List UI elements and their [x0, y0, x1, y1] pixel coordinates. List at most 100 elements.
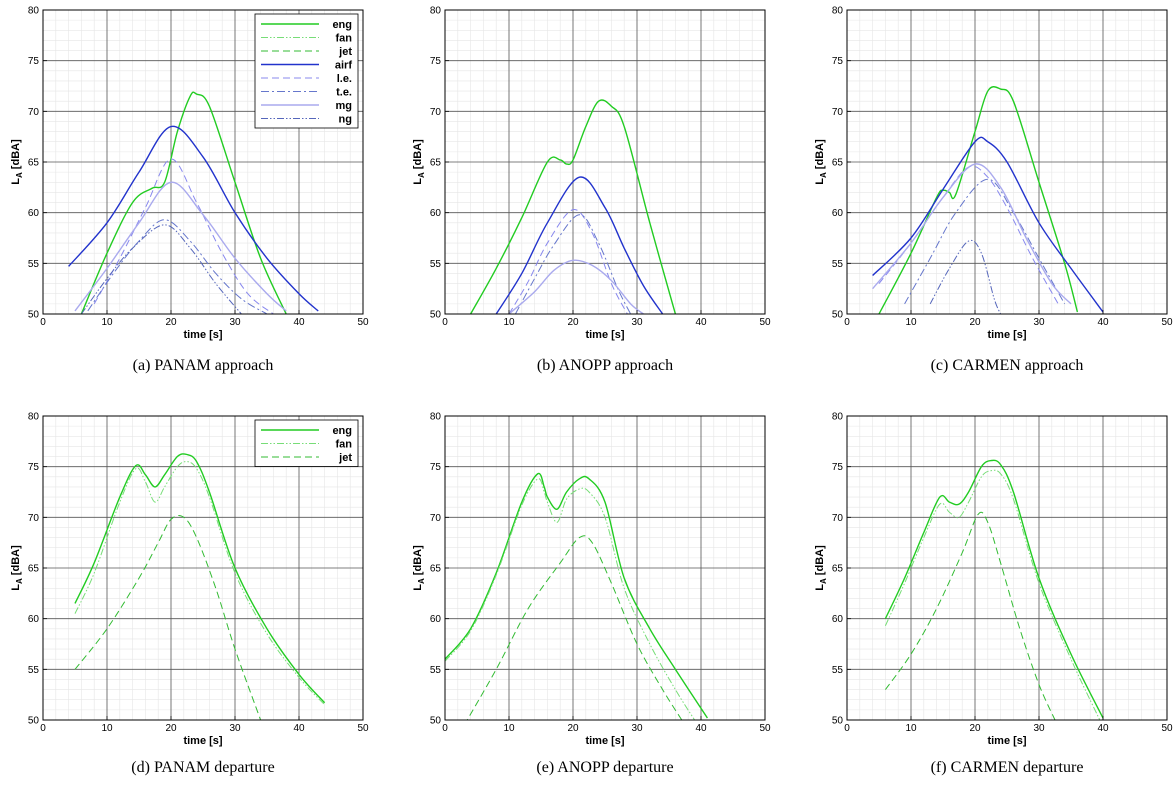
y-tick-label: 70 — [430, 513, 442, 524]
legend-label: fan — [336, 439, 353, 451]
series-line-unnamed — [878, 86, 1079, 314]
chart-panel-5: 0 10 20 30 40 50 50 55 60 65 70 75 80 time [s] LA [dBA… — [412, 412, 771, 748]
y-tick-label: 50 — [430, 716, 442, 727]
x-axis-label: time [s] — [585, 329, 624, 341]
series-line-unnamed — [466, 535, 683, 720]
chart-panel-1: 0 10 20 30 40 50 50 55 60 65 70 75 80 time [s] LA [dBA… — [10, 6, 369, 342]
x-tick-label: 0 — [442, 317, 448, 328]
legend-label: jet — [338, 452, 352, 464]
x-tick-label: 40 — [695, 317, 707, 328]
series-line-unnamed — [469, 99, 677, 314]
series-line-unnamed — [904, 178, 1066, 305]
legend-label: mg — [336, 100, 353, 112]
legend-label: t.e. — [336, 87, 352, 99]
series-line-unnamed — [495, 176, 664, 314]
y-tick-label: 75 — [832, 462, 844, 473]
x-tick-label: 30 — [229, 317, 241, 328]
legend-label: jet — [338, 46, 352, 58]
x-axis-label: time [s] — [183, 735, 222, 747]
y-tick-label: 65 — [430, 564, 442, 575]
y-tick-label: 50 — [832, 310, 844, 321]
series-group — [74, 453, 326, 720]
x-axis-label: time [s] — [585, 735, 624, 747]
series-line-jet — [74, 515, 262, 720]
y-tick-label: 55 — [430, 259, 442, 270]
x-tick-label: 0 — [442, 723, 448, 734]
series-line-eng — [80, 91, 287, 314]
series-line-unnamed — [872, 136, 1104, 313]
y-tick-label: 65 — [28, 564, 40, 575]
series-line-airf — [68, 125, 319, 312]
series-line-te — [87, 219, 268, 314]
legend-box — [254, 13, 359, 129]
y-tick-label: 50 — [832, 716, 844, 727]
y-tick-label: 80 — [832, 412, 844, 423]
x-tick-label: 40 — [1097, 723, 1109, 734]
y-axis-label: LA [dBA] — [814, 139, 828, 185]
x-tick-label: 40 — [695, 723, 707, 734]
x-tick-label: 40 — [1097, 317, 1109, 328]
x-tick-label: 20 — [969, 317, 981, 328]
y-tick-label: 70 — [832, 107, 844, 118]
x-tick-label: 0 — [40, 723, 46, 734]
series-line-eng — [74, 453, 326, 704]
panel-caption-6: (f) CARMEN departure — [930, 759, 1084, 776]
x-tick-label: 20 — [567, 317, 579, 328]
x-tick-label: 30 — [631, 317, 643, 328]
x-tick-label: 20 — [567, 723, 579, 734]
y-tick-label: 55 — [28, 665, 40, 676]
y-tick-label: 60 — [430, 208, 442, 219]
panel-caption-5: (e) ANOPP departure — [536, 759, 674, 776]
x-tick-label: 0 — [844, 723, 850, 734]
chart-panel-2: 0 10 20 30 40 50 50 55 60 65 70 75 80 time [s] LA [dBA… — [412, 6, 771, 342]
x-tick-label: 10 — [503, 723, 515, 734]
x-tick-label: 30 — [631, 723, 643, 734]
y-tick-label: 50 — [430, 310, 442, 321]
legend-label: eng — [332, 19, 352, 31]
y-tick-label: 60 — [28, 614, 40, 625]
series-line-unnamed — [445, 472, 708, 719]
series-line-fan — [74, 461, 325, 706]
y-axis-label: LA [dBA] — [10, 139, 24, 185]
y-tick-label: 75 — [28, 56, 40, 67]
series-line-unnamed — [508, 209, 628, 314]
y-tick-label: 50 — [28, 310, 40, 321]
y-tick-label: 60 — [430, 614, 442, 625]
x-tick-label: 0 — [844, 317, 850, 328]
y-tick-label: 55 — [28, 259, 40, 270]
legend-label: eng — [332, 425, 352, 437]
series-line-unnamed — [884, 511, 1056, 720]
x-axis-label: time [s] — [183, 329, 222, 341]
x-axis-label: time [s] — [987, 329, 1026, 341]
series-group — [68, 91, 319, 314]
y-tick-label: 60 — [832, 208, 844, 219]
x-tick-label: 40 — [293, 317, 305, 328]
panel-caption-4: (d) PANAM departure — [131, 759, 275, 776]
y-tick-label: 55 — [430, 665, 442, 676]
y-axis-label: LA [dBA] — [412, 139, 426, 185]
y-tick-label: 80 — [430, 412, 442, 423]
y-tick-label: 55 — [832, 665, 844, 676]
y-tick-label: 60 — [28, 208, 40, 219]
panel-caption-3: (c) CARMEN approach — [930, 357, 1084, 374]
y-tick-label: 70 — [832, 513, 844, 524]
y-tick-label: 70 — [28, 513, 40, 524]
x-tick-label: 50 — [357, 317, 369, 328]
x-axis-label: time [s] — [987, 735, 1026, 747]
x-tick-label: 20 — [969, 723, 981, 734]
x-tick-label: 30 — [229, 723, 241, 734]
y-tick-label: 50 — [28, 716, 40, 727]
y-tick-label: 70 — [430, 107, 442, 118]
x-tick-label: 50 — [1161, 723, 1173, 734]
y-tick-label: 75 — [430, 56, 442, 67]
series-line-le — [93, 158, 274, 314]
y-tick-label: 75 — [28, 462, 40, 473]
legend-label: airf — [335, 60, 352, 72]
x-tick-label: 10 — [905, 317, 917, 328]
chart-panel-3: 0 10 20 30 40 50 50 55 60 65 70 75 80 time [s] LA [dBA… — [814, 6, 1173, 342]
y-tick-label: 75 — [430, 462, 442, 473]
y-axis-label: LA [dBA] — [10, 545, 24, 591]
y-axis-label: LA [dBA] — [412, 545, 426, 591]
series-line-unnamed — [872, 163, 1072, 305]
